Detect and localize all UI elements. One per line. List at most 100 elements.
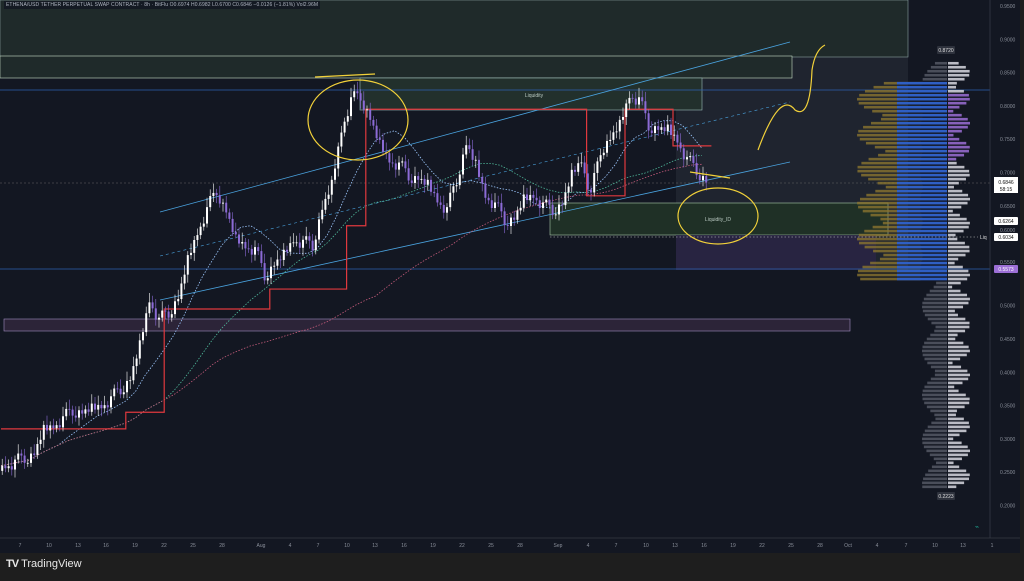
candle-down xyxy=(650,130,653,133)
candle-up xyxy=(170,314,173,318)
profile-bar-value xyxy=(897,233,947,237)
profile-bar-right xyxy=(948,225,969,229)
candle-down xyxy=(487,197,490,201)
x-tick-label: 1 xyxy=(991,543,994,549)
candle-up xyxy=(567,186,570,193)
profile-bar-value xyxy=(897,257,947,261)
x-tick-label: 13 xyxy=(372,543,378,549)
candle-up xyxy=(673,134,676,136)
x-tick-label: Sep xyxy=(554,543,563,549)
profile-bar-left xyxy=(864,245,921,249)
y-tick-label: 0.3500 xyxy=(1000,404,1016,410)
profile-bar-left xyxy=(857,269,921,273)
candle-down xyxy=(586,173,589,190)
candle-up xyxy=(126,380,128,393)
candle-up xyxy=(558,204,560,215)
candle-down xyxy=(468,145,471,150)
profile-bar-right xyxy=(948,245,970,249)
profile-bar-right xyxy=(948,117,968,121)
profile-bar-right xyxy=(948,249,970,253)
profile-bar-value xyxy=(897,209,947,213)
candle-down xyxy=(20,453,23,456)
x-tick-label: 10 xyxy=(643,543,649,549)
x-tick-label: 13 xyxy=(75,543,81,549)
profile-bar-right xyxy=(948,305,964,309)
profile-bar-left xyxy=(926,405,947,409)
candle-down xyxy=(106,405,109,408)
x-tick-label: 4 xyxy=(289,543,292,549)
candle-up xyxy=(273,265,276,267)
candle-down xyxy=(298,242,301,248)
x-tick-label: 7 xyxy=(905,543,908,549)
profile-bar-value xyxy=(897,153,947,157)
candle-up xyxy=(452,186,455,193)
profile-bar-left xyxy=(927,381,947,385)
candle-up xyxy=(129,380,132,382)
candle-up xyxy=(602,152,605,156)
candle-up xyxy=(593,172,596,193)
tradingview-logo[interactable]: TV TradingView xyxy=(6,558,82,570)
candle-down xyxy=(551,204,554,216)
candle-up xyxy=(314,239,317,251)
candle-up xyxy=(190,252,192,256)
profile-bar-value xyxy=(897,169,947,173)
profile-bar-right xyxy=(948,433,960,437)
profile-bar-right xyxy=(948,365,962,369)
profile-bar-value xyxy=(897,197,947,201)
x-tick-label: 16 xyxy=(701,543,707,549)
candle-down xyxy=(167,311,170,318)
profile-bar-right xyxy=(948,361,953,365)
discount-zone xyxy=(676,235,876,270)
profile-bar-value xyxy=(897,149,947,153)
candle-up xyxy=(570,169,573,187)
y-tick-label: 0.5000 xyxy=(1000,304,1016,310)
candle-down xyxy=(154,308,157,320)
profile-bar-value xyxy=(897,121,947,125)
candle-up xyxy=(596,161,599,173)
candle-down xyxy=(695,162,698,176)
y-tick-label: 0.2000 xyxy=(1000,504,1016,510)
candle-up xyxy=(222,202,224,204)
profile-bar-left xyxy=(857,169,921,173)
candle-down xyxy=(391,162,394,164)
profile-bar-right xyxy=(948,389,959,393)
profile-bar-right xyxy=(948,313,958,317)
profile-bar-value xyxy=(897,161,947,165)
profile-bar-left xyxy=(935,417,947,421)
candle-up xyxy=(660,127,663,130)
x-tick-label: 10 xyxy=(932,543,938,549)
candle-up xyxy=(474,159,477,161)
y-tick-label: 0.8000 xyxy=(1000,104,1016,110)
candle-down xyxy=(311,240,314,251)
candle-down xyxy=(244,241,247,249)
profile-bar-right xyxy=(948,277,968,281)
candle-down xyxy=(23,455,26,463)
profile-bar-value xyxy=(897,109,947,113)
candle-down xyxy=(4,465,7,469)
candle-up xyxy=(174,301,176,315)
symbol-header[interactable]: ETHENA/USD TETHER PERPETUAL SWAP CONTRAC… xyxy=(4,1,321,9)
profile-bar-right xyxy=(948,441,962,445)
candle-up xyxy=(366,109,368,111)
profile-bar-left xyxy=(863,125,921,129)
profile-bar-left xyxy=(922,441,947,445)
profile-bar-left xyxy=(929,289,947,293)
candle-down xyxy=(260,251,263,264)
candle-up xyxy=(519,207,522,211)
profile-bar-right xyxy=(948,233,956,237)
candle-up xyxy=(522,194,525,208)
profile-bar-right xyxy=(948,213,960,217)
profile-bar-right xyxy=(948,485,957,489)
profile-bar-right xyxy=(948,369,968,373)
candle-down xyxy=(58,425,61,428)
candle-up xyxy=(26,462,29,464)
profile-bar-left xyxy=(934,373,947,377)
candle-down xyxy=(407,168,410,181)
profile-bar-right xyxy=(948,253,966,257)
profile-bar-right xyxy=(948,421,969,425)
candle-down xyxy=(526,194,528,201)
price-chart[interactable]: 0.9500 0.9000 0.8500 0.8000 0.7500 0.7000 0.65… xyxy=(0,0,1020,553)
candle-up xyxy=(186,255,189,275)
profile-bar-left xyxy=(924,341,947,345)
profile-bar-right xyxy=(948,337,956,341)
